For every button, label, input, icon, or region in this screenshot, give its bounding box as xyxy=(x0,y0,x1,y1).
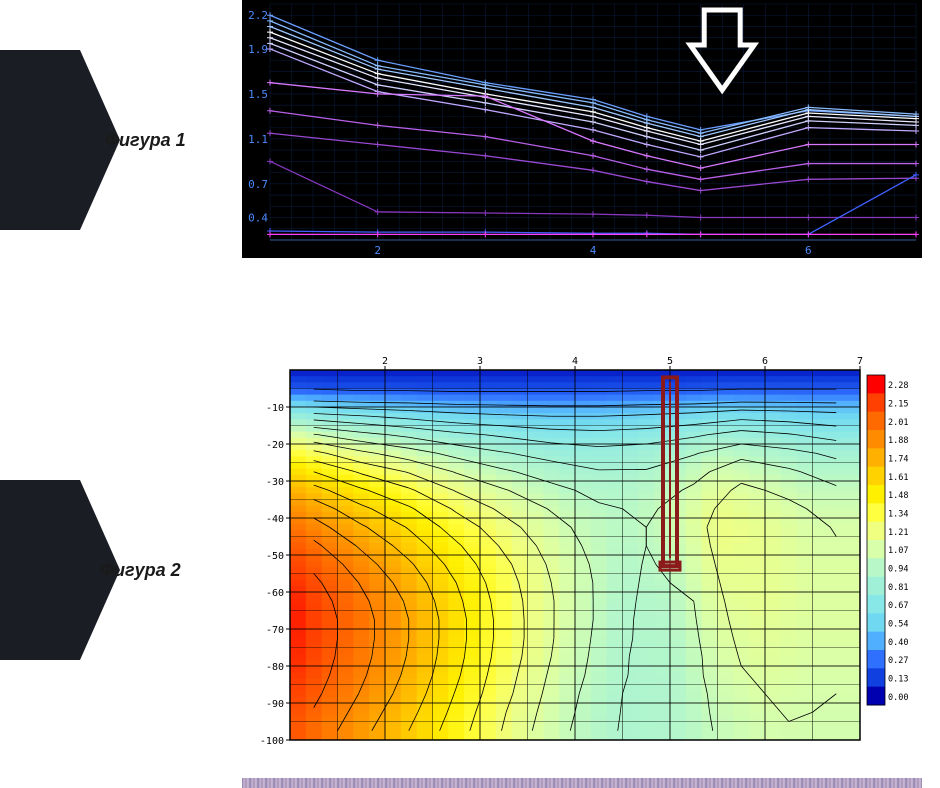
svg-text:1.9: 1.9 xyxy=(248,43,268,56)
svg-text:3: 3 xyxy=(477,356,483,367)
pentagon-decoration-2 xyxy=(0,480,80,660)
svg-text:0.40: 0.40 xyxy=(888,638,908,648)
svg-text:2.2: 2.2 xyxy=(248,9,268,22)
figure1-label: Фигура 1 xyxy=(105,130,186,151)
svg-text:0.27: 0.27 xyxy=(888,656,908,666)
figure1-chart: 0.4 0.7 1.1 1.5 1.9 2.2 2 4 6 xyxy=(242,0,922,258)
svg-text:1.61: 1.61 xyxy=(888,473,908,483)
figure2-label: Фигура 2 xyxy=(100,560,181,581)
svg-text:-40: -40 xyxy=(266,514,284,525)
svg-text:1.1: 1.1 xyxy=(248,133,268,146)
svg-text:0.67: 0.67 xyxy=(888,601,908,611)
figure2-chart: 2 3 4 5 6 7 -10 -20 -30 -40 -50 -60 -70 -80 -90 -100 2.2… xyxy=(242,350,922,750)
svg-text:1.88: 1.88 xyxy=(888,436,908,446)
svg-text:-60: -60 xyxy=(266,588,284,599)
svg-text:1.07: 1.07 xyxy=(888,546,908,556)
svg-text:-90: -90 xyxy=(266,699,284,710)
svg-text:0.4: 0.4 xyxy=(248,212,268,225)
svg-text:-50: -50 xyxy=(266,551,284,562)
svg-text:4: 4 xyxy=(590,244,597,257)
svg-text:1.21: 1.21 xyxy=(888,528,908,538)
svg-text:0.13: 0.13 xyxy=(888,674,908,684)
svg-text:7: 7 xyxy=(857,356,863,367)
svg-text:0.00: 0.00 xyxy=(888,693,908,703)
pentagon-decoration-1 xyxy=(0,50,80,230)
svg-text:0.54: 0.54 xyxy=(888,619,908,629)
svg-text:2.28: 2.28 xyxy=(888,381,908,391)
svg-text:-100: -100 xyxy=(260,736,284,747)
noise-bar xyxy=(242,778,922,788)
svg-text:1.34: 1.34 xyxy=(888,509,908,519)
svg-text:5: 5 xyxy=(667,356,673,367)
svg-text:6: 6 xyxy=(805,244,812,257)
svg-text:2.01: 2.01 xyxy=(888,418,908,428)
svg-text:2.15: 2.15 xyxy=(888,399,908,409)
svg-text:-20: -20 xyxy=(266,440,284,451)
svg-text:0.94: 0.94 xyxy=(888,564,908,574)
svg-text:-80: -80 xyxy=(266,662,284,673)
svg-text:4: 4 xyxy=(572,356,578,367)
svg-text:-10: -10 xyxy=(266,403,284,414)
svg-text:-30: -30 xyxy=(266,477,284,488)
svg-text:1.74: 1.74 xyxy=(888,454,908,464)
svg-text:2: 2 xyxy=(374,244,381,257)
svg-text:0.7: 0.7 xyxy=(248,178,268,191)
svg-text:-70: -70 xyxy=(266,625,284,636)
svg-text:1.5: 1.5 xyxy=(248,88,268,101)
svg-text:6: 6 xyxy=(762,356,768,367)
svg-text:1.48: 1.48 xyxy=(888,491,908,501)
svg-text:2: 2 xyxy=(382,356,388,367)
svg-text:0.81: 0.81 xyxy=(888,583,908,593)
